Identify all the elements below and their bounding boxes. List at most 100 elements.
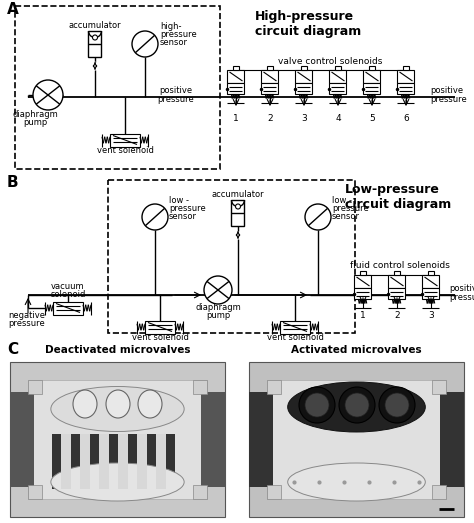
Text: diaphragm: diaphragm <box>195 303 241 312</box>
Bar <box>301 66 307 70</box>
Text: pressure: pressure <box>158 95 194 104</box>
Bar <box>80 434 90 489</box>
Text: sensor: sensor <box>169 212 197 221</box>
Text: vent solenoid: vent solenoid <box>266 333 323 342</box>
Bar <box>262 83 279 94</box>
Bar <box>233 66 239 70</box>
Text: 4: 4 <box>335 114 341 123</box>
Bar <box>228 83 245 94</box>
Bar <box>201 392 225 487</box>
Text: low -: low - <box>332 196 352 205</box>
Bar <box>398 70 414 83</box>
Circle shape <box>299 387 335 423</box>
Ellipse shape <box>106 390 130 418</box>
Bar <box>267 380 281 394</box>
Text: 3: 3 <box>428 311 434 320</box>
Bar <box>422 275 439 288</box>
Bar <box>228 70 245 83</box>
Text: positive: positive <box>159 86 192 95</box>
Text: sensor: sensor <box>332 212 360 221</box>
Bar <box>61 434 71 489</box>
Bar <box>403 66 409 70</box>
Bar <box>428 271 434 275</box>
Bar <box>329 83 346 94</box>
Bar <box>369 66 375 70</box>
Bar <box>364 83 381 94</box>
Bar <box>360 271 366 275</box>
Bar <box>10 362 225 517</box>
Text: vacuum: vacuum <box>51 282 85 291</box>
Ellipse shape <box>51 386 184 431</box>
Circle shape <box>385 393 409 417</box>
Bar <box>137 434 147 489</box>
Text: valve control solenoids: valve control solenoids <box>278 57 382 66</box>
Bar <box>145 321 175 334</box>
Bar <box>394 271 400 275</box>
Text: pressure: pressure <box>160 30 197 39</box>
Bar <box>231 200 245 226</box>
Bar <box>128 434 137 489</box>
Circle shape <box>92 35 98 40</box>
Text: 5: 5 <box>369 114 375 123</box>
Ellipse shape <box>138 390 162 418</box>
Bar <box>440 392 464 487</box>
Bar <box>147 434 156 489</box>
Text: pump: pump <box>23 118 47 127</box>
Bar <box>118 434 128 489</box>
Bar <box>156 434 166 489</box>
Text: high-: high- <box>160 22 182 31</box>
Text: 6: 6 <box>403 114 409 123</box>
Text: fluid control solenoids: fluid control solenoids <box>350 261 450 270</box>
Ellipse shape <box>51 463 184 501</box>
Bar <box>90 434 99 489</box>
Text: pressure: pressure <box>8 319 45 328</box>
Text: pump: pump <box>206 311 230 320</box>
Circle shape <box>142 204 168 230</box>
Text: 1: 1 <box>360 311 366 320</box>
Bar <box>355 288 372 299</box>
Bar <box>364 70 381 83</box>
Text: accumulator: accumulator <box>69 21 121 30</box>
Bar <box>71 434 80 489</box>
Text: pressure: pressure <box>169 204 206 213</box>
Bar <box>329 70 346 83</box>
Bar <box>262 70 279 83</box>
Bar <box>422 288 439 299</box>
Ellipse shape <box>288 463 425 501</box>
Text: vent solenoid: vent solenoid <box>132 333 189 342</box>
Bar <box>28 380 207 499</box>
Text: 2: 2 <box>394 311 400 320</box>
Bar <box>398 83 414 94</box>
Ellipse shape <box>288 382 425 432</box>
Text: low -: low - <box>169 196 189 205</box>
Bar <box>110 133 140 146</box>
Bar <box>432 485 446 499</box>
Bar <box>335 66 341 70</box>
Text: B: B <box>7 175 18 190</box>
Text: negative: negative <box>8 311 45 320</box>
Bar <box>280 321 310 334</box>
Bar <box>355 275 372 288</box>
Circle shape <box>339 387 375 423</box>
Text: 1: 1 <box>233 114 239 123</box>
Ellipse shape <box>73 390 97 418</box>
Circle shape <box>379 387 415 423</box>
Text: Deactivated microvalves: Deactivated microvalves <box>45 345 191 355</box>
Text: 2: 2 <box>267 114 273 123</box>
Bar <box>166 434 175 489</box>
Text: diaphragm: diaphragm <box>12 110 58 119</box>
Text: Low-pressure
circuit diagram: Low-pressure circuit diagram <box>345 183 451 211</box>
Text: pressure: pressure <box>430 95 467 104</box>
Text: solenoid: solenoid <box>50 290 86 299</box>
Bar <box>52 434 61 489</box>
Bar <box>432 380 446 394</box>
Bar <box>28 380 42 394</box>
Bar <box>193 485 207 499</box>
Bar <box>53 301 83 314</box>
Circle shape <box>204 276 232 304</box>
Text: High-pressure
circuit diagram: High-pressure circuit diagram <box>255 10 361 38</box>
Text: pressure: pressure <box>449 293 474 302</box>
Bar <box>267 380 446 499</box>
Text: positive: positive <box>449 284 474 293</box>
Circle shape <box>305 204 331 230</box>
